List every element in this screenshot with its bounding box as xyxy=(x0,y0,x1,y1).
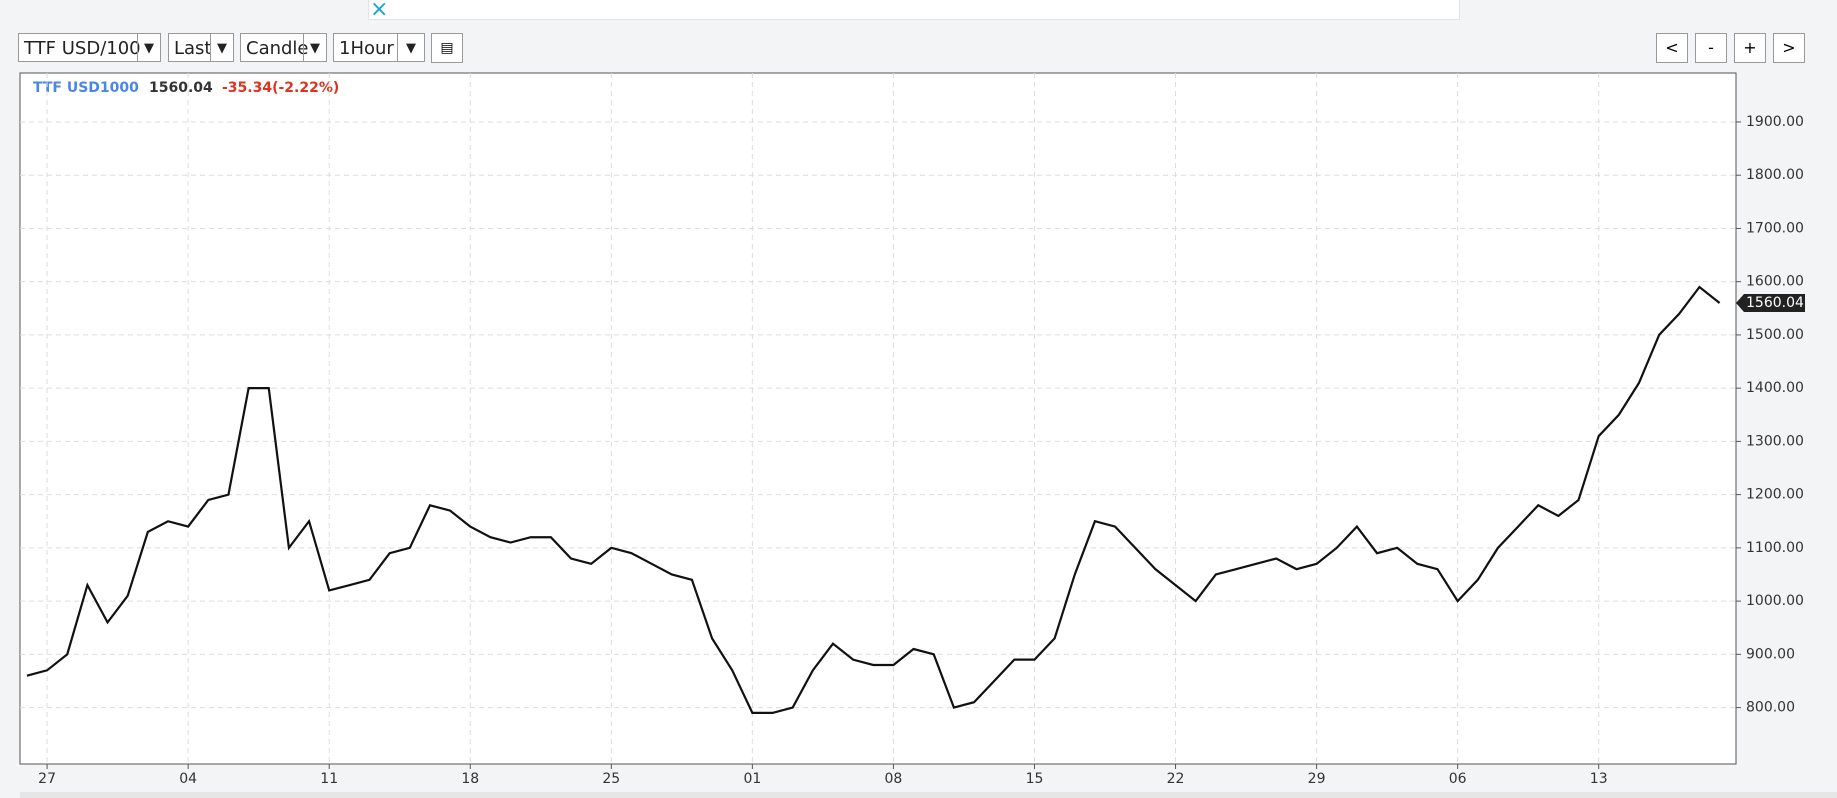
price-line xyxy=(26,285,1721,714)
y-tick-label: 1900.00 xyxy=(1746,114,1804,130)
field: Last xyxy=(174,38,212,59)
x-tick-label: 06 xyxy=(1449,771,1467,787)
field-select[interactable]: Last ▼ xyxy=(168,33,234,62)
style: Candle xyxy=(246,38,309,59)
nav-button[interactable]: - xyxy=(1695,33,1727,63)
y-tick-label: 1200.00 xyxy=(1746,487,1804,503)
arrow: ▼ xyxy=(137,34,160,61)
x-tick-label: 18 xyxy=(461,771,479,787)
x-tick-label: 13 xyxy=(1590,771,1608,787)
y-tick-label: 900.00 xyxy=(1746,646,1795,662)
style-select[interactable]: Candle ▼ xyxy=(240,33,327,62)
last-price: 1560.04 xyxy=(149,80,213,96)
y-tick-label: 1600.00 xyxy=(1746,274,1804,290)
change: -35.34(-2.22%) xyxy=(222,80,339,96)
y-tick-label: 800.00 xyxy=(1746,700,1795,716)
table-button[interactable]: ▤ xyxy=(431,33,463,63)
y-tick-label: 1700.00 xyxy=(1746,220,1804,236)
plot-area xyxy=(19,72,1737,765)
symbol-label: TTF USD1000 xyxy=(33,80,139,96)
price-tag: 1560.04 xyxy=(1746,295,1804,311)
x-tick-label: 04 xyxy=(179,771,197,787)
ad-close[interactable]: × xyxy=(370,0,389,22)
symbol-select[interactable]: TTF USD/100 ▼ xyxy=(18,33,161,62)
arrow: ▼ xyxy=(397,34,424,61)
x-tick-label: 25 xyxy=(602,771,620,787)
x-tick-label: 01 xyxy=(743,771,761,787)
arrow: ▼ xyxy=(210,34,233,61)
ad-bar xyxy=(368,0,1460,20)
x-tick-label: 22 xyxy=(1167,771,1185,787)
interval: 1Hour xyxy=(339,38,394,59)
arrow: ▼ xyxy=(303,34,326,61)
x-tick-label: 08 xyxy=(885,771,903,787)
x-tick-label: 29 xyxy=(1308,771,1326,787)
symbol: TTF USD/100 xyxy=(24,38,141,59)
y-tick-label: 1000.00 xyxy=(1746,593,1804,609)
nav-button[interactable]: + xyxy=(1734,33,1766,63)
scrollbar xyxy=(20,792,1837,798)
nav-button[interactable]: > xyxy=(1773,33,1805,63)
nav-button[interactable]: < xyxy=(1656,33,1688,63)
y-tick-label: 1500.00 xyxy=(1746,327,1804,343)
y-tick-label: 1800.00 xyxy=(1746,167,1804,183)
interval-select[interactable]: 1Hour ▼ xyxy=(333,33,425,62)
x-tick-label: 15 xyxy=(1026,771,1044,787)
price-tag-bg xyxy=(1736,293,1805,312)
y-tick-label: 1300.00 xyxy=(1746,433,1804,449)
x-tick-label: 11 xyxy=(320,771,338,787)
y-tick-label: 1100.00 xyxy=(1746,540,1804,556)
y-tick-label: 1400.00 xyxy=(1746,380,1804,396)
x-tick-label: 27 xyxy=(38,771,56,787)
